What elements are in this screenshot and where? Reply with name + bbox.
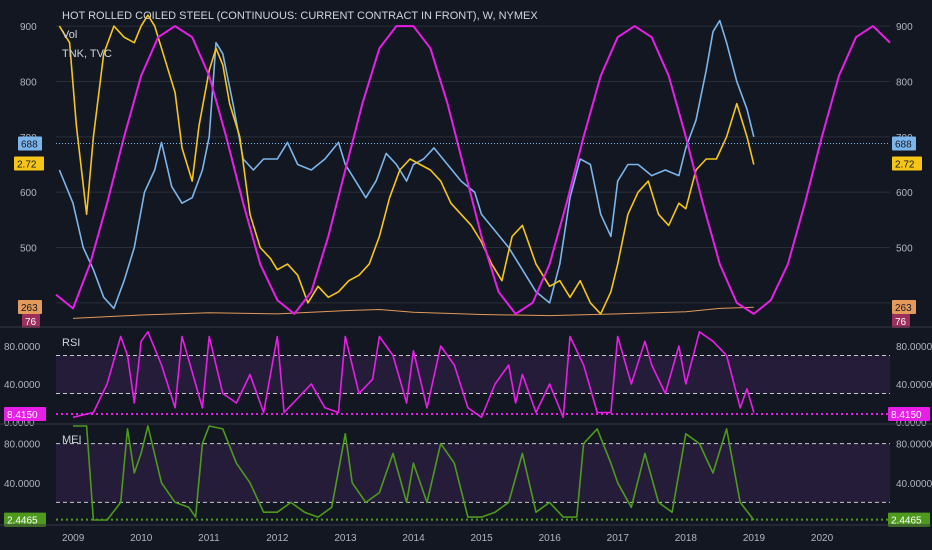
time-axis[interactable]: 2009 2010 2011 2012 2013 2014 2015 2016 2017 2018…: [0, 524, 932, 544]
x-tick-2018: 2018: [675, 533, 698, 544]
y-tick-right-800: 800: [896, 77, 913, 88]
mei-band-fill: [56, 443, 890, 503]
rsi-tick-left-40.0000: 40.0000: [4, 380, 41, 391]
x-tick-2019: 2019: [743, 533, 766, 544]
tnk-price-tag-left-bg: [14, 156, 44, 171]
tnk-price-tag-right-bg: [892, 156, 922, 171]
x-tick-2009: 2009: [62, 533, 85, 544]
series-vol-ma[interactable]: [72, 306, 754, 319]
series-tnk[interactable]: [58, 14, 755, 315]
rsi-last-tag-right: 8.4150: [891, 410, 922, 421]
x-tick-2017: 2017: [607, 533, 630, 544]
mei-tick-left-40.0000: 40.0000: [4, 479, 41, 490]
rsi-band-fill: [56, 355, 890, 394]
mei-line[interactable]: [73, 425, 755, 521]
vol-ma-tag-left-bg: [18, 300, 42, 314]
volume-tag-left: 76: [25, 317, 37, 328]
y-tick-left-800: 800: [20, 77, 37, 88]
rsi-tick-right-80.0000: 80.0000: [896, 342, 932, 353]
mei-tick-right-80.0000: 80.0000: [896, 440, 932, 451]
mei-title: MEI: [62, 434, 82, 446]
rsi-tick-right-40.0000: 40.0000: [896, 380, 932, 391]
y-tick-right-900: 900: [896, 22, 913, 33]
mei-tick-right-40.0000: 40.0000: [896, 479, 932, 490]
steel-price-tag-left: 688: [21, 139, 38, 150]
steel-price-tag-right-bg: [892, 136, 916, 151]
tnk-price-tag-left: 2.72: [17, 159, 37, 170]
vol-ma-tag-left: 263: [21, 303, 38, 314]
volume-tag-right: 76: [895, 317, 907, 328]
legend-volume: Vol: [62, 29, 78, 41]
x-tick-2013: 2013: [334, 533, 357, 544]
y-tick-right-500: 500: [896, 244, 913, 255]
rsi-last-tag-right-bg: [888, 407, 930, 422]
x-tick-2020: 2020: [811, 533, 834, 544]
volume-tag-right-bg: [892, 314, 910, 328]
y-tick-right-600: 600: [896, 188, 913, 199]
x-tick-2015: 2015: [471, 533, 494, 544]
vol-ma-tag-right-bg: [892, 300, 916, 314]
chart-title: HOT ROLLED COILED STEEL (CONTINUOUS: CUR…: [62, 10, 538, 22]
x-tick-2011: 2011: [198, 533, 220, 544]
series-hot-rolled-coiled-steel[interactable]: [58, 19, 755, 310]
tnk-price-tag-right: 2.72: [895, 159, 915, 170]
steel-price-tag-left-bg: [18, 136, 42, 151]
y-tick-left-500: 500: [20, 244, 37, 255]
rsi-line[interactable]: [72, 330, 755, 419]
x-tick-2014: 2014: [402, 533, 425, 544]
mei-last-tag-left: 2.4465: [7, 516, 38, 527]
vol-ma-tag-right: 263: [895, 303, 912, 314]
mei-tick-left-80.0000: 80.0000: [4, 440, 41, 451]
legend-tnk: TNK, TVC: [62, 48, 112, 60]
series-cycle[interactable]: [55, 25, 891, 315]
x-tick-2010: 2010: [130, 533, 153, 544]
volume-tag-left-bg: [22, 314, 40, 328]
rsi-title: RSI: [62, 337, 80, 349]
mei-pane[interactable]: 80.0000 80.0000 40.0000 40.0000 MEI 2.4465 2.4…: [0, 423, 932, 527]
x-tick-2016: 2016: [539, 533, 562, 544]
rsi-tick-left-80.0000: 80.0000: [4, 342, 41, 353]
mei-last-tag-right: 2.4465: [891, 516, 922, 527]
price-pane[interactable]: 9009008008007007006006005005004004006886…: [14, 14, 922, 328]
rsi-last-tag-left: 8.4150: [7, 410, 38, 421]
steel-price-tag-right: 688: [895, 139, 912, 150]
mei-last-tag-right-bg: [888, 512, 930, 527]
y-tick-left-600: 600: [20, 188, 37, 199]
y-tick-left-900: 900: [20, 22, 37, 33]
x-tick-2012: 2012: [266, 533, 289, 544]
rsi-last-tag-left-bg: [4, 407, 46, 422]
mei-last-tag-left-bg: [4, 512, 46, 527]
